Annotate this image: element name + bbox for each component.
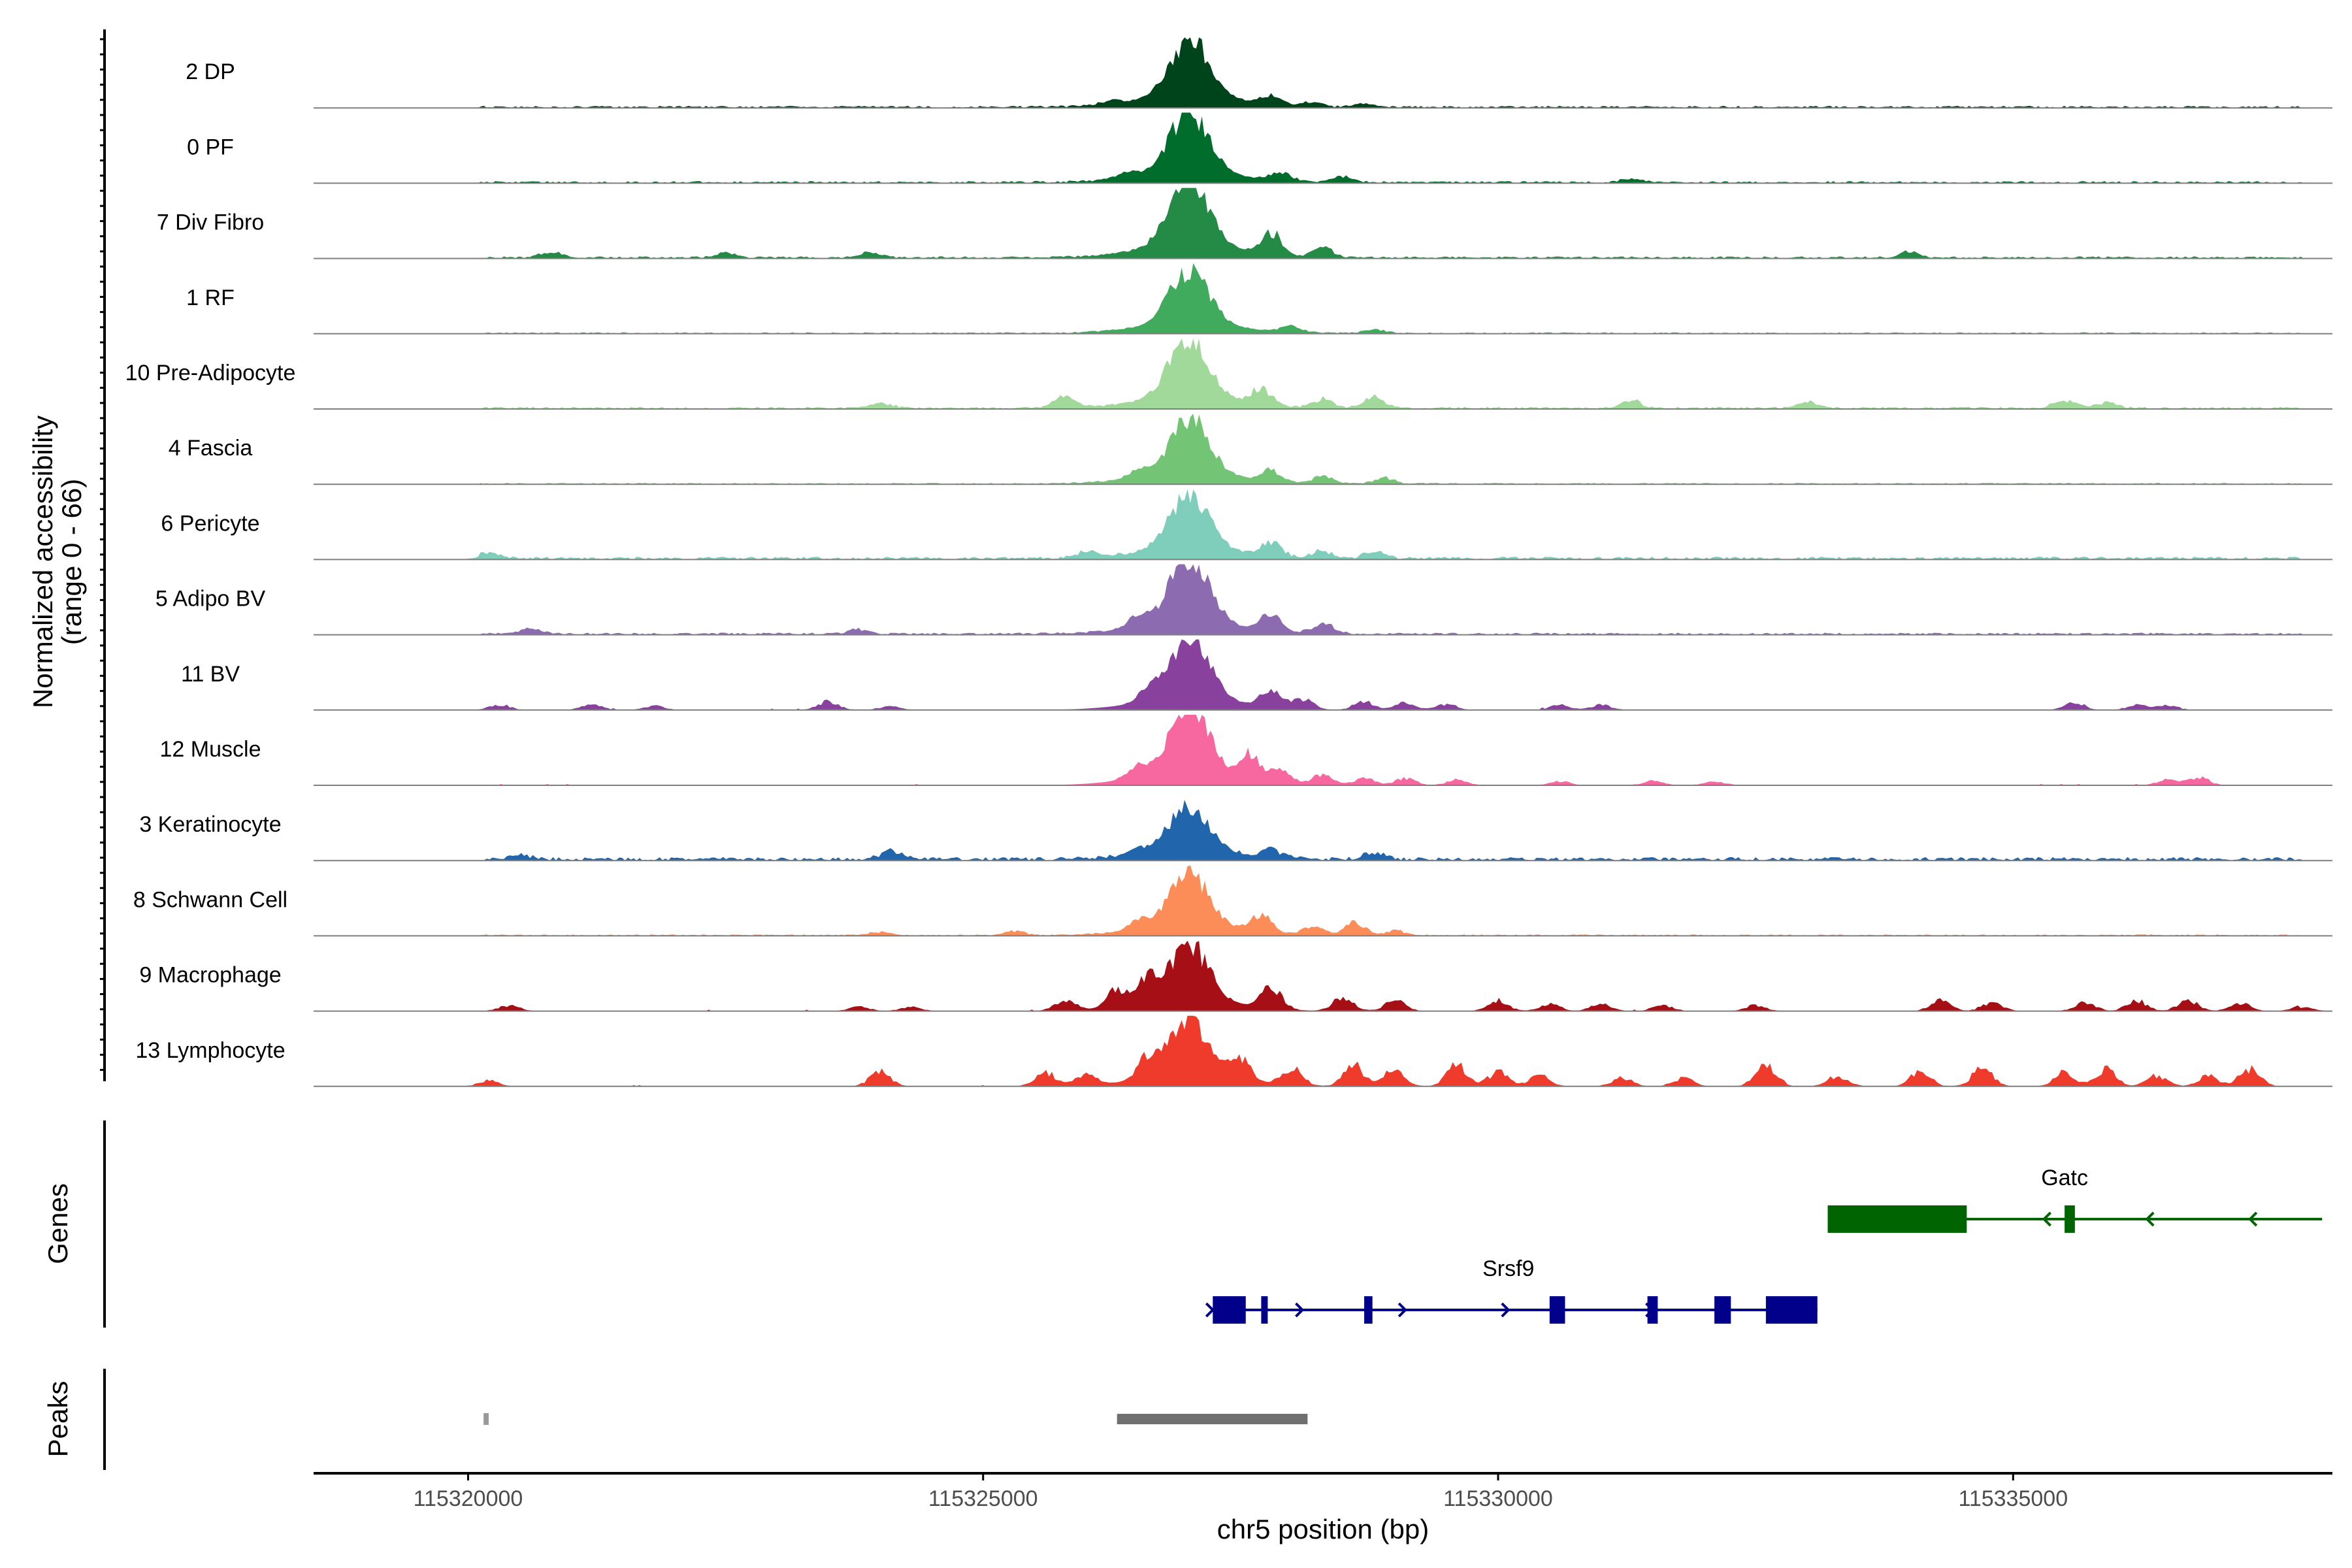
gene-exon bbox=[1827, 1205, 1967, 1233]
track-label-12: 9 Macrophage bbox=[139, 963, 281, 988]
track-label-6: 6 Pericyte bbox=[161, 511, 259, 536]
strand-arrow bbox=[1501, 1302, 1511, 1318]
strand-arrow bbox=[1397, 1302, 1407, 1318]
genes-label: Genes bbox=[42, 1183, 73, 1264]
x-tick-label: 115320000 bbox=[414, 1486, 523, 1511]
strand-arrow bbox=[2248, 1211, 2258, 1227]
strand-arrow bbox=[1645, 1302, 1655, 1318]
x-axis-label: chr5 position (bp) bbox=[1217, 1514, 1429, 1544]
peak-region-0 bbox=[483, 1413, 489, 1425]
x-axis: 115320000 115325000 115330000 115335000 bbox=[314, 1472, 2332, 1511]
coverage-area-13 bbox=[314, 1015, 2332, 1086]
coverage-area-10 bbox=[314, 800, 2332, 861]
peak-region-1 bbox=[1117, 1414, 1308, 1424]
track-label-9: 12 Muscle bbox=[160, 737, 261, 762]
y-axis-label: Normalized accessibility bbox=[27, 416, 58, 708]
peaks-panel bbox=[483, 1413, 1308, 1425]
coverage-area-5 bbox=[314, 414, 2332, 485]
coverage-area-0 bbox=[314, 37, 2332, 108]
track-label-13: 13 Lymphocyte bbox=[135, 1038, 285, 1063]
peaks-label: Peaks bbox=[42, 1381, 73, 1458]
track-label-3: 1 RF bbox=[186, 286, 235, 310]
coverage-area-8 bbox=[314, 639, 2332, 710]
track-label-7: 5 Adipo BV bbox=[155, 587, 266, 612]
coverage-area-7 bbox=[314, 564, 2332, 635]
gene-exon bbox=[1549, 1296, 1565, 1324]
strand-arrow bbox=[1205, 1302, 1215, 1318]
strand-arrow bbox=[2042, 1211, 2051, 1227]
coverage-area-2 bbox=[314, 188, 2332, 259]
track-label-11: 8 Schwann Cell bbox=[133, 887, 287, 912]
coverage-area-6 bbox=[314, 489, 2332, 560]
track-label-5: 4 Fascia bbox=[169, 436, 253, 461]
coverage-area-4 bbox=[314, 338, 2332, 409]
coverage-area-12 bbox=[314, 940, 2332, 1011]
x-tick-label: 115325000 bbox=[928, 1486, 1038, 1511]
x-tick-label: 115335000 bbox=[1958, 1486, 2068, 1511]
strand-arrow bbox=[1295, 1302, 1305, 1318]
x-tick-label: 115330000 bbox=[1443, 1486, 1553, 1511]
gene-exon bbox=[1765, 1296, 1818, 1324]
track-label-0: 2 DP bbox=[186, 59, 235, 84]
coverage-tracks: 2 DP 0 PF 7 Div Fibro 1 RF 10 Pre-Adipocyte 4… bbox=[125, 37, 2332, 1087]
gene-exon bbox=[1714, 1296, 1731, 1324]
track-label-2: 7 Div Fibro bbox=[157, 210, 264, 235]
gene-label-gatc: Gatc bbox=[2041, 1166, 2088, 1190]
track-label-1: 0 PF bbox=[187, 135, 234, 159]
y-axis-range-label: (range 0 - 66) bbox=[56, 479, 87, 645]
gene-exon bbox=[1364, 1296, 1373, 1324]
gene-label-srsf9: Srsf9 bbox=[1482, 1256, 1534, 1281]
gene-exon bbox=[1261, 1296, 1268, 1324]
genes-panel: Srsf9 Gatc bbox=[1205, 1166, 2323, 1324]
coverage-area-11 bbox=[314, 865, 2332, 936]
track-label-4: 10 Pre-Adipocyte bbox=[125, 361, 296, 385]
track-label-10: 3 Keratinocyte bbox=[139, 812, 281, 837]
coverage-area-1 bbox=[314, 112, 2332, 184]
gene-exon bbox=[1213, 1296, 1246, 1324]
gene-exon bbox=[2065, 1205, 2075, 1233]
coverage-area-3 bbox=[314, 263, 2332, 334]
track-label-8: 11 BV bbox=[181, 662, 240, 687]
coverage-y-axis bbox=[100, 29, 106, 1081]
strand-arrow bbox=[2145, 1211, 2155, 1227]
coverage-area-9 bbox=[314, 715, 2332, 785]
